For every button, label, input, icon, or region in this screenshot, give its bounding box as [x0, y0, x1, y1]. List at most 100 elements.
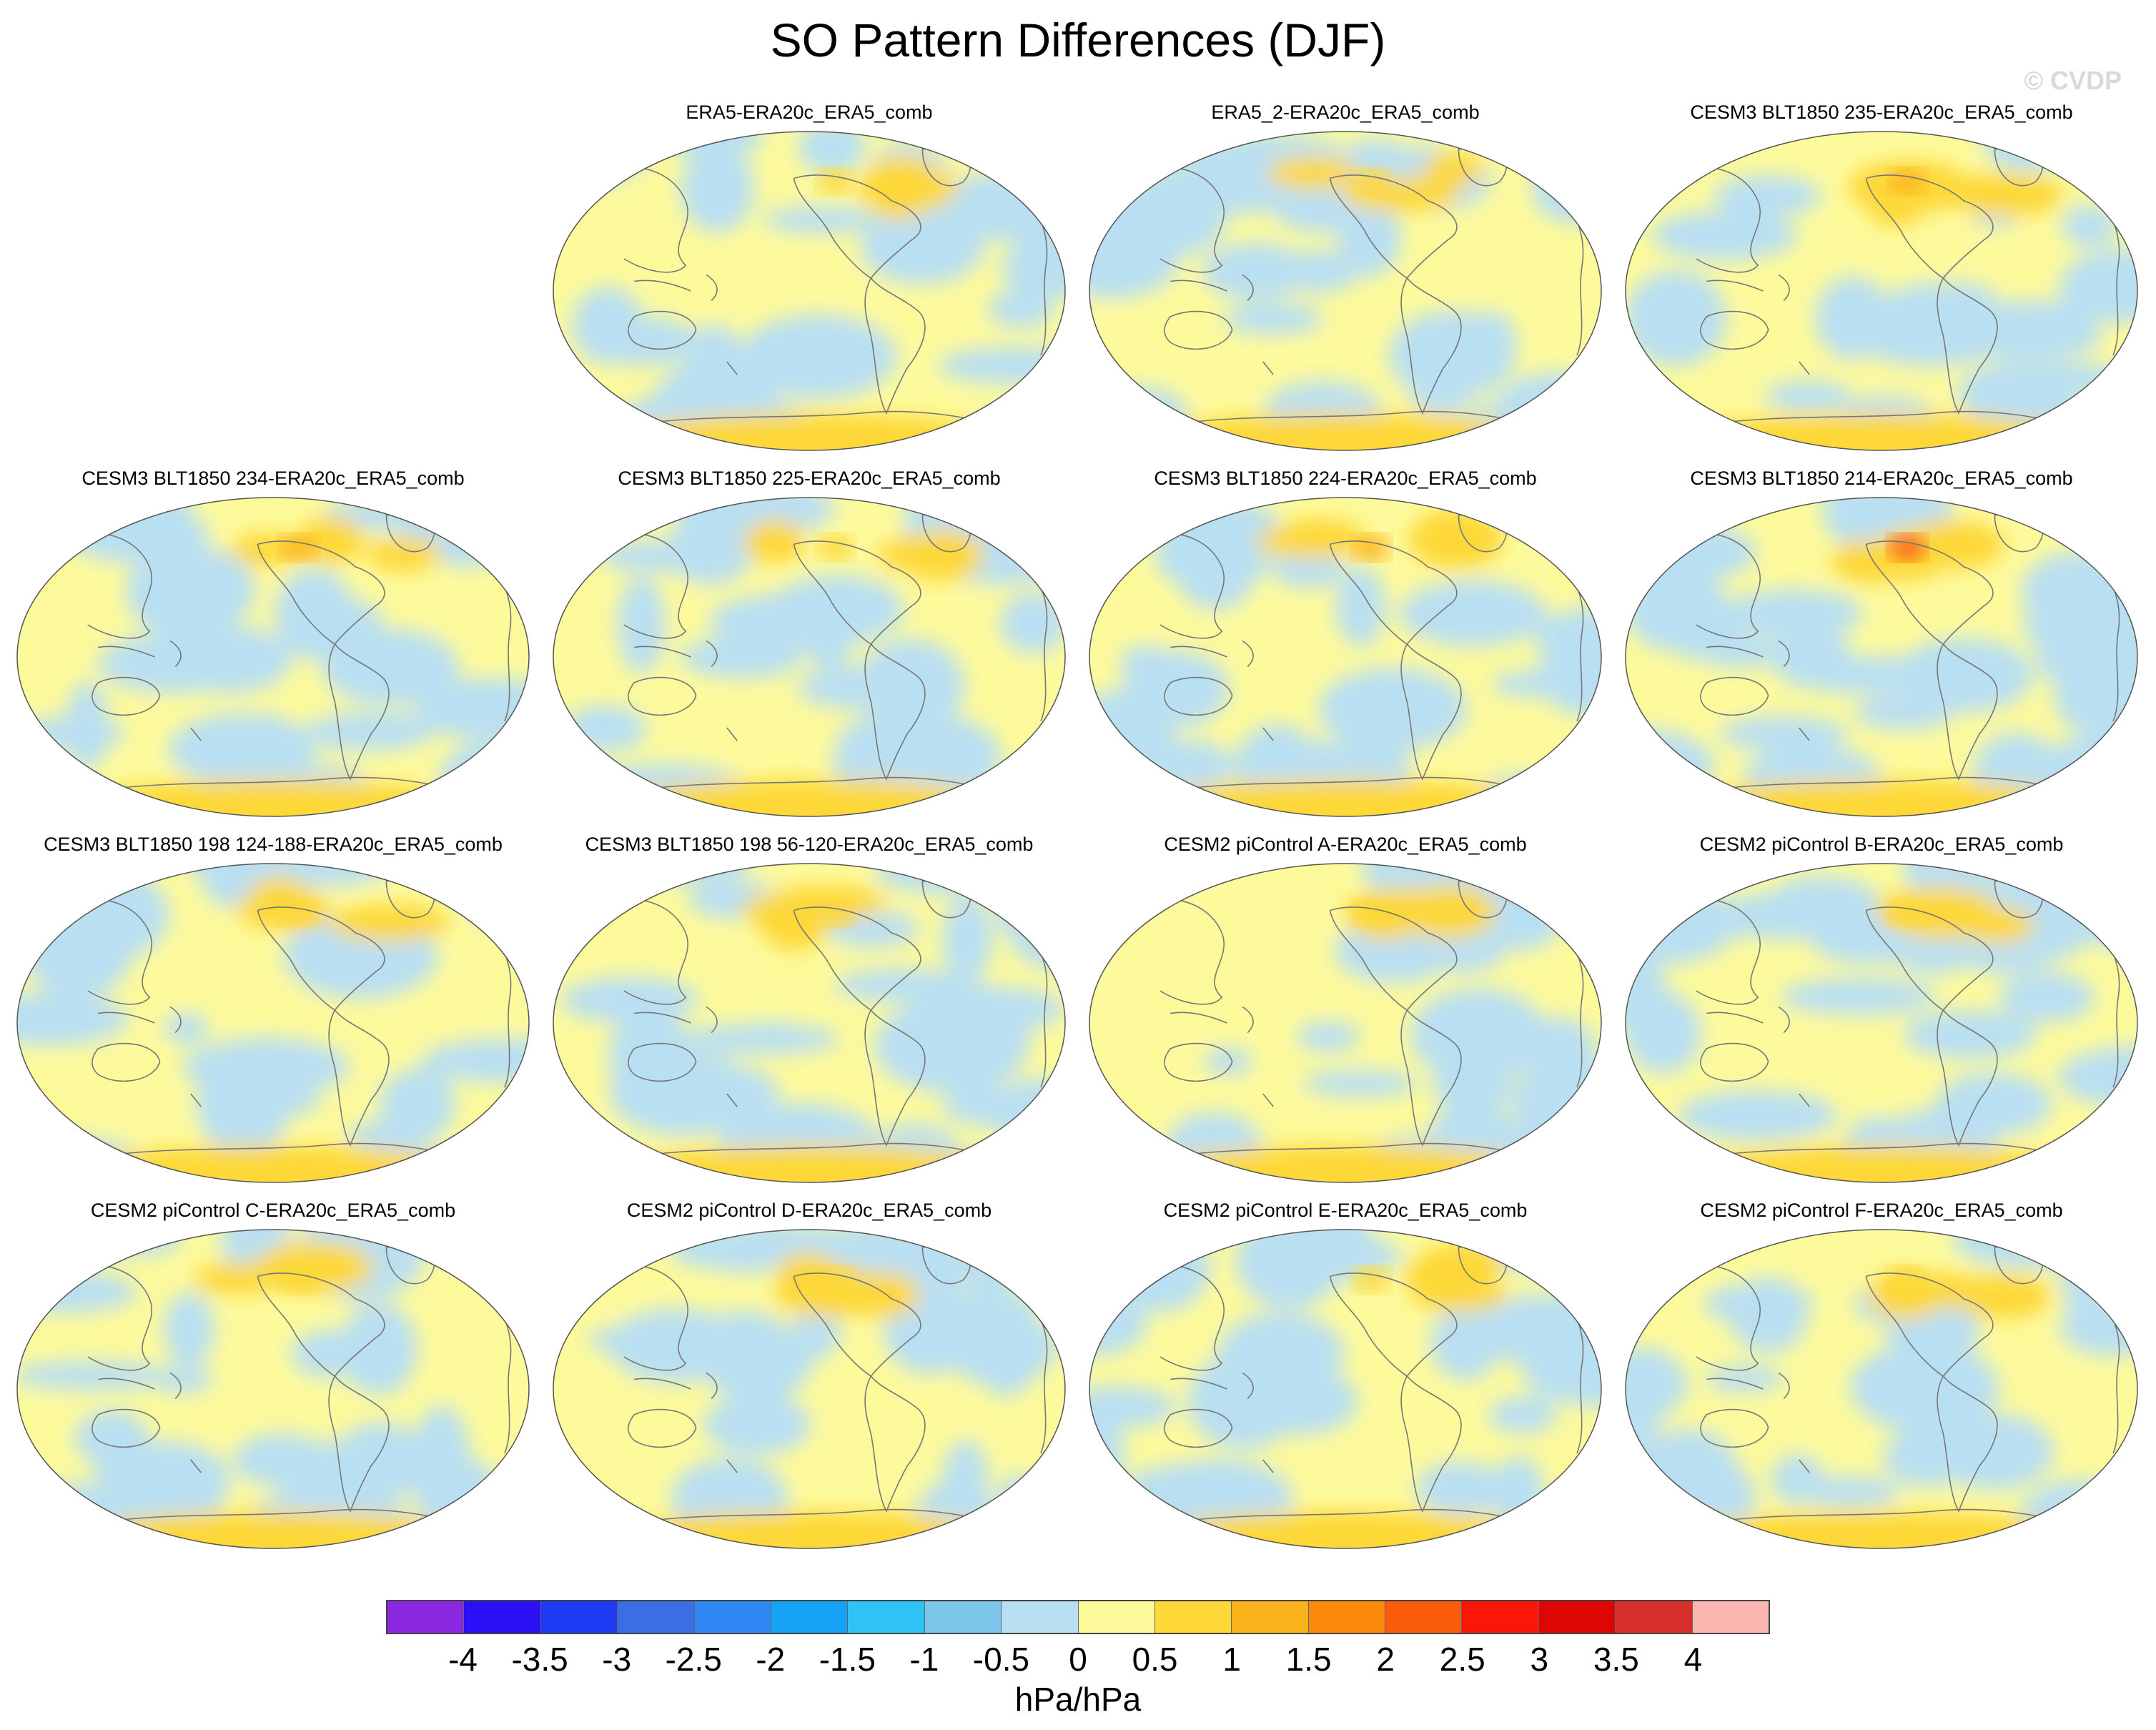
coastline [92, 1042, 161, 1082]
panel-title: CESM3 BLT1850 225-ERA20c_ERA5_comb [618, 468, 1001, 489]
coastline [257, 1272, 385, 1378]
map-svg [1089, 131, 1602, 451]
negative-anomaly [738, 314, 897, 400]
map-panel: CESM3 BLT1850 234-ERA20c_ERA5_comb [6, 466, 540, 824]
negative-anomaly [1707, 1468, 1756, 1526]
coastline [190, 1093, 202, 1107]
map-border [1625, 131, 2138, 451]
negative-anomaly [1677, 1090, 1838, 1141]
coastline [1149, 1264, 1225, 1371]
map-svg [1089, 863, 1602, 1183]
negative-anomaly [1410, 987, 1548, 1082]
coastline [1706, 1012, 1764, 1024]
negative-anomaly [305, 711, 435, 751]
negative-anomaly [1551, 1122, 1601, 1156]
map-svg [553, 1229, 1066, 1549]
antarctic-anomaly [56, 1511, 490, 1548]
map-plot [1624, 1228, 2139, 1550]
coastline [1937, 1375, 1998, 1513]
colorbar-label: 4 [1683, 1641, 1703, 1678]
negative-anomaly [686, 324, 743, 402]
antarctic-anomaly [593, 1145, 1026, 1182]
map-panel: CESM2 piControl E-ERA20c_ERA5_comb [1078, 1198, 1613, 1556]
colorbar-box [540, 1601, 618, 1633]
coastline [793, 540, 921, 646]
negative-anomaly [1570, 1131, 1601, 1182]
anomaly-core [1889, 1267, 1926, 1292]
map-plot [1088, 862, 1603, 1184]
coastline [726, 727, 738, 741]
coastline [1778, 640, 1790, 668]
positive-anomaly [1255, 525, 1370, 558]
map-plot [1624, 862, 2139, 1184]
coastline [1242, 1006, 1254, 1034]
colorbar-box [924, 1601, 1002, 1633]
positive-anomaly [876, 535, 976, 573]
coastline [1937, 277, 1998, 415]
negative-anomaly [932, 1290, 1037, 1330]
coastline [634, 646, 691, 658]
anomaly-core [1889, 901, 1926, 926]
negative-anomaly [1204, 1047, 1252, 1076]
negative-anomaly [1894, 638, 2034, 713]
negative-anomaly [948, 416, 1065, 450]
negative-anomaly [561, 977, 699, 1024]
antarctic-anomaly [1665, 1511, 2098, 1548]
coastline [328, 1375, 390, 1513]
antarctic-anomaly [1129, 413, 1562, 450]
coastline [257, 540, 385, 646]
coastline [92, 676, 161, 716]
coastline [1164, 1408, 1233, 1448]
negative-anomaly [2061, 204, 2118, 247]
coastline [1706, 646, 1764, 658]
negative-anomaly [1089, 415, 1198, 450]
negative-anomaly [17, 864, 122, 897]
coastline [793, 906, 921, 1012]
antarctic-anomaly [593, 1511, 1026, 1548]
negative-anomaly [763, 206, 879, 234]
negative-anomaly [1223, 302, 1323, 335]
panel-title: CESM3 BLT1850 198 124-188-ERA20c_ERA5_co… [44, 834, 503, 855]
map-svg [16, 1229, 530, 1549]
colorbar-units: hPa/hPa [1014, 1681, 1142, 1718]
map-plot [1088, 496, 1603, 818]
coastline [1686, 1264, 1761, 1371]
coastline [98, 1012, 155, 1024]
negative-anomaly [185, 552, 255, 627]
map-plot [1088, 1228, 1603, 1550]
negative-anomaly [1415, 1461, 1506, 1515]
positive-anomaly [743, 520, 806, 564]
negative-anomaly [976, 498, 1065, 537]
panel-title: CESM3 BLT1850 198 56-120-ERA20c_ERA5_com… [585, 834, 1034, 855]
negative-anomaly [17, 992, 129, 1046]
coastline [1170, 280, 1227, 292]
map-svg [1625, 497, 2138, 817]
positive-anomaly [328, 904, 451, 941]
colorbar-label: 2.5 [1439, 1641, 1485, 1678]
negative-anomaly [680, 145, 755, 233]
coastline [77, 1264, 152, 1371]
antarctic-anomaly [1665, 1145, 2098, 1182]
negative-anomaly [17, 1122, 66, 1182]
coastline [628, 1408, 697, 1448]
coastline [634, 280, 691, 292]
coastline [1149, 532, 1225, 639]
coastline [1329, 906, 1458, 1012]
coastline [190, 1459, 202, 1473]
negative-anomaly [164, 1292, 214, 1368]
cvdp-watermark: © CVDP [2024, 66, 2122, 95]
coastline [628, 676, 697, 716]
negative-anomaly [1398, 677, 1463, 734]
coastline [98, 646, 155, 658]
negative-anomaly [1335, 566, 1386, 647]
coastline [1400, 643, 1462, 781]
coastline [613, 1264, 688, 1371]
coastline [1164, 310, 1233, 350]
panel-title: ERA5-ERA20c_ERA5_comb [686, 102, 933, 123]
negative-anomaly [1626, 1498, 1710, 1530]
anomaly-core [1889, 169, 1926, 194]
positive-anomaly [867, 176, 929, 219]
coastline [169, 1006, 182, 1034]
coastline [328, 643, 390, 781]
negative-anomaly [2030, 300, 2078, 332]
